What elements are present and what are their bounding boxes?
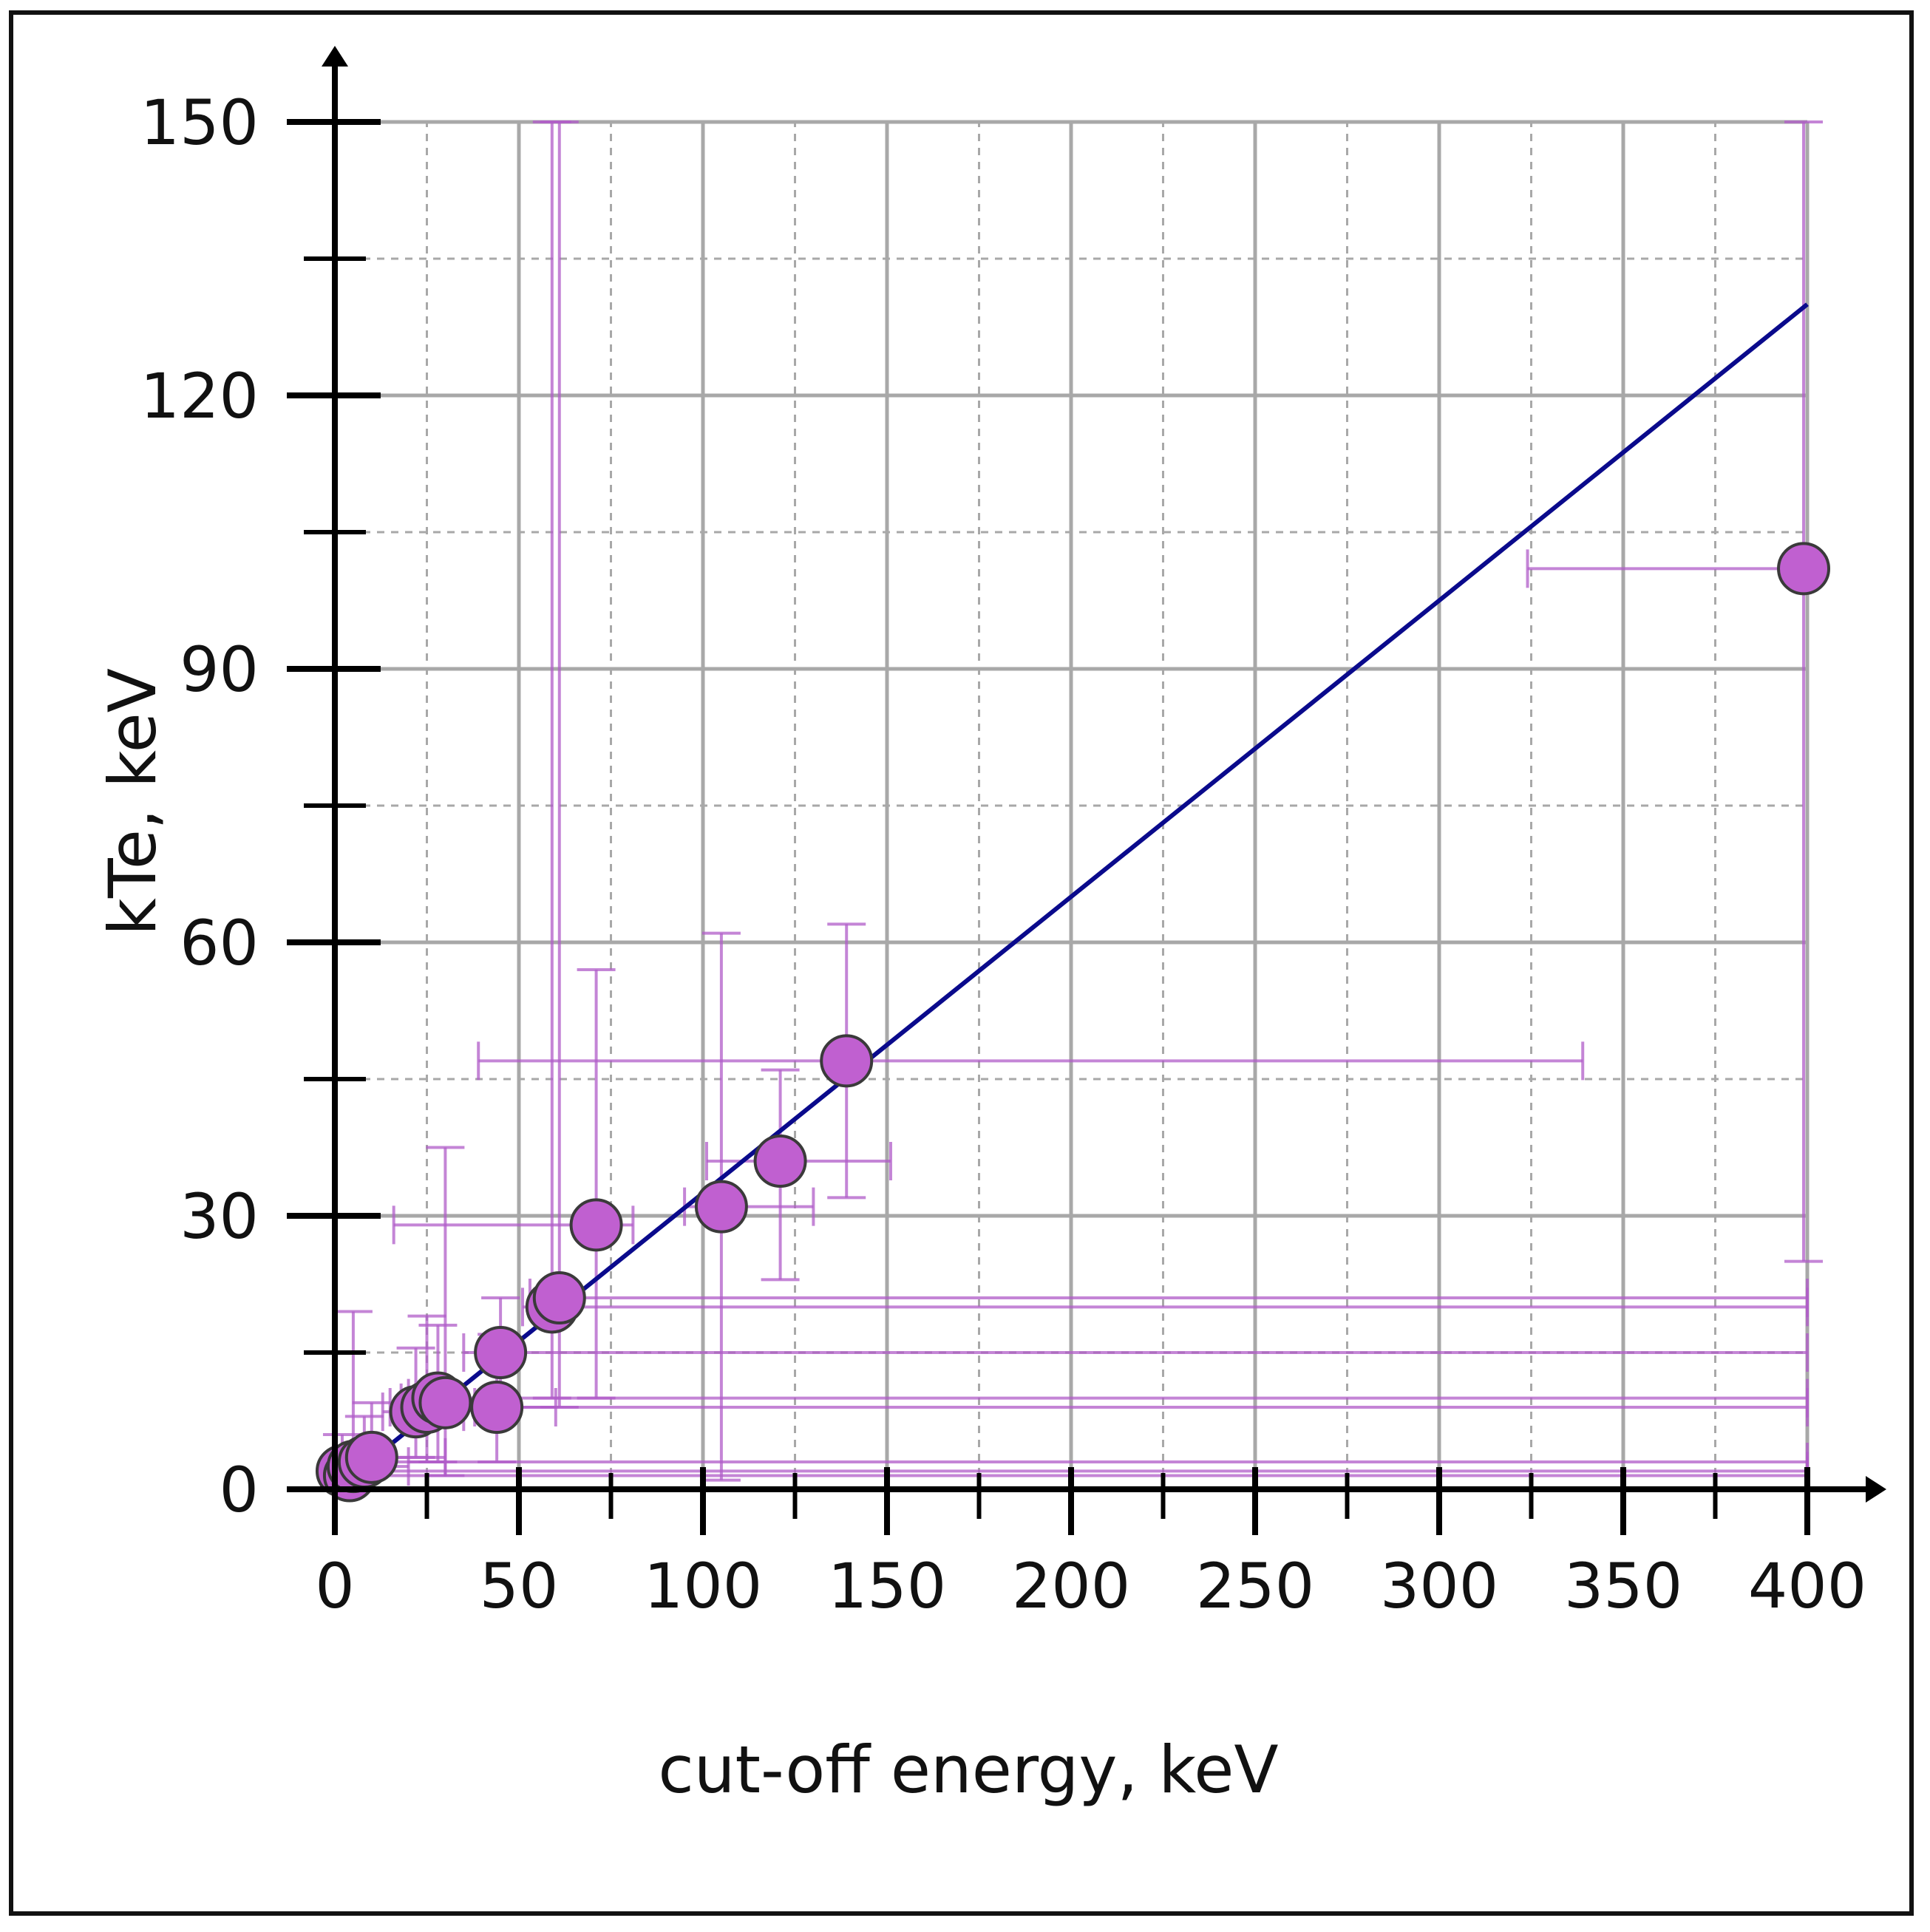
data-point: [694, 1180, 748, 1234]
data-point: [569, 1198, 623, 1252]
x-tick-label: 100: [644, 1550, 762, 1622]
x-tick-label: 250: [1196, 1550, 1314, 1622]
axes: [287, 46, 1886, 1535]
data-point: [753, 1135, 807, 1188]
data-point: [470, 1381, 524, 1434]
y-tick-label: 0: [220, 1454, 259, 1526]
y-tick-label: 150: [140, 86, 259, 159]
y-tick-label: 120: [140, 360, 259, 432]
x-tick-label: 150: [828, 1550, 946, 1622]
error-bars: [322, 120, 1824, 1495]
y-tick-label: 60: [180, 907, 259, 979]
y-axis-title: kTe, keV: [95, 668, 171, 936]
y-tick-label: 90: [180, 633, 259, 706]
figure-frame: [9, 10, 1914, 1916]
data-point: [344, 1430, 398, 1484]
data-point: [1777, 542, 1831, 596]
data-point: [418, 1375, 472, 1429]
data-point: [474, 1326, 528, 1379]
x-tick-label: 350: [1564, 1550, 1682, 1622]
y-axis-arrow: [322, 46, 348, 67]
tick-labels: 0 50 100 150 200 250 300 350 400 0 30 60 90 120 150: [140, 86, 1867, 1622]
data-point: [820, 1034, 874, 1088]
x-axis-title: cut-off energy, keV: [658, 1732, 1278, 1808]
x-tick-label: 200: [1012, 1550, 1130, 1622]
x-tick-label: 400: [1748, 1550, 1866, 1622]
data-point: [532, 1271, 586, 1324]
x-tick-label: 300: [1380, 1550, 1498, 1622]
y-tick-label: 30: [180, 1180, 259, 1253]
x-axis-arrow: [1866, 1476, 1886, 1503]
x-tick-label: 50: [480, 1550, 559, 1622]
x-tick-label: 0: [315, 1550, 354, 1622]
